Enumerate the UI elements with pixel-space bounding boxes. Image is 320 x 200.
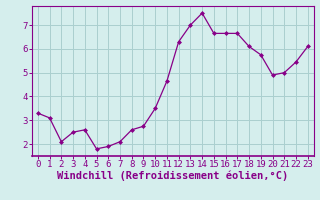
X-axis label: Windchill (Refroidissement éolien,°C): Windchill (Refroidissement éolien,°C) <box>57 171 288 181</box>
